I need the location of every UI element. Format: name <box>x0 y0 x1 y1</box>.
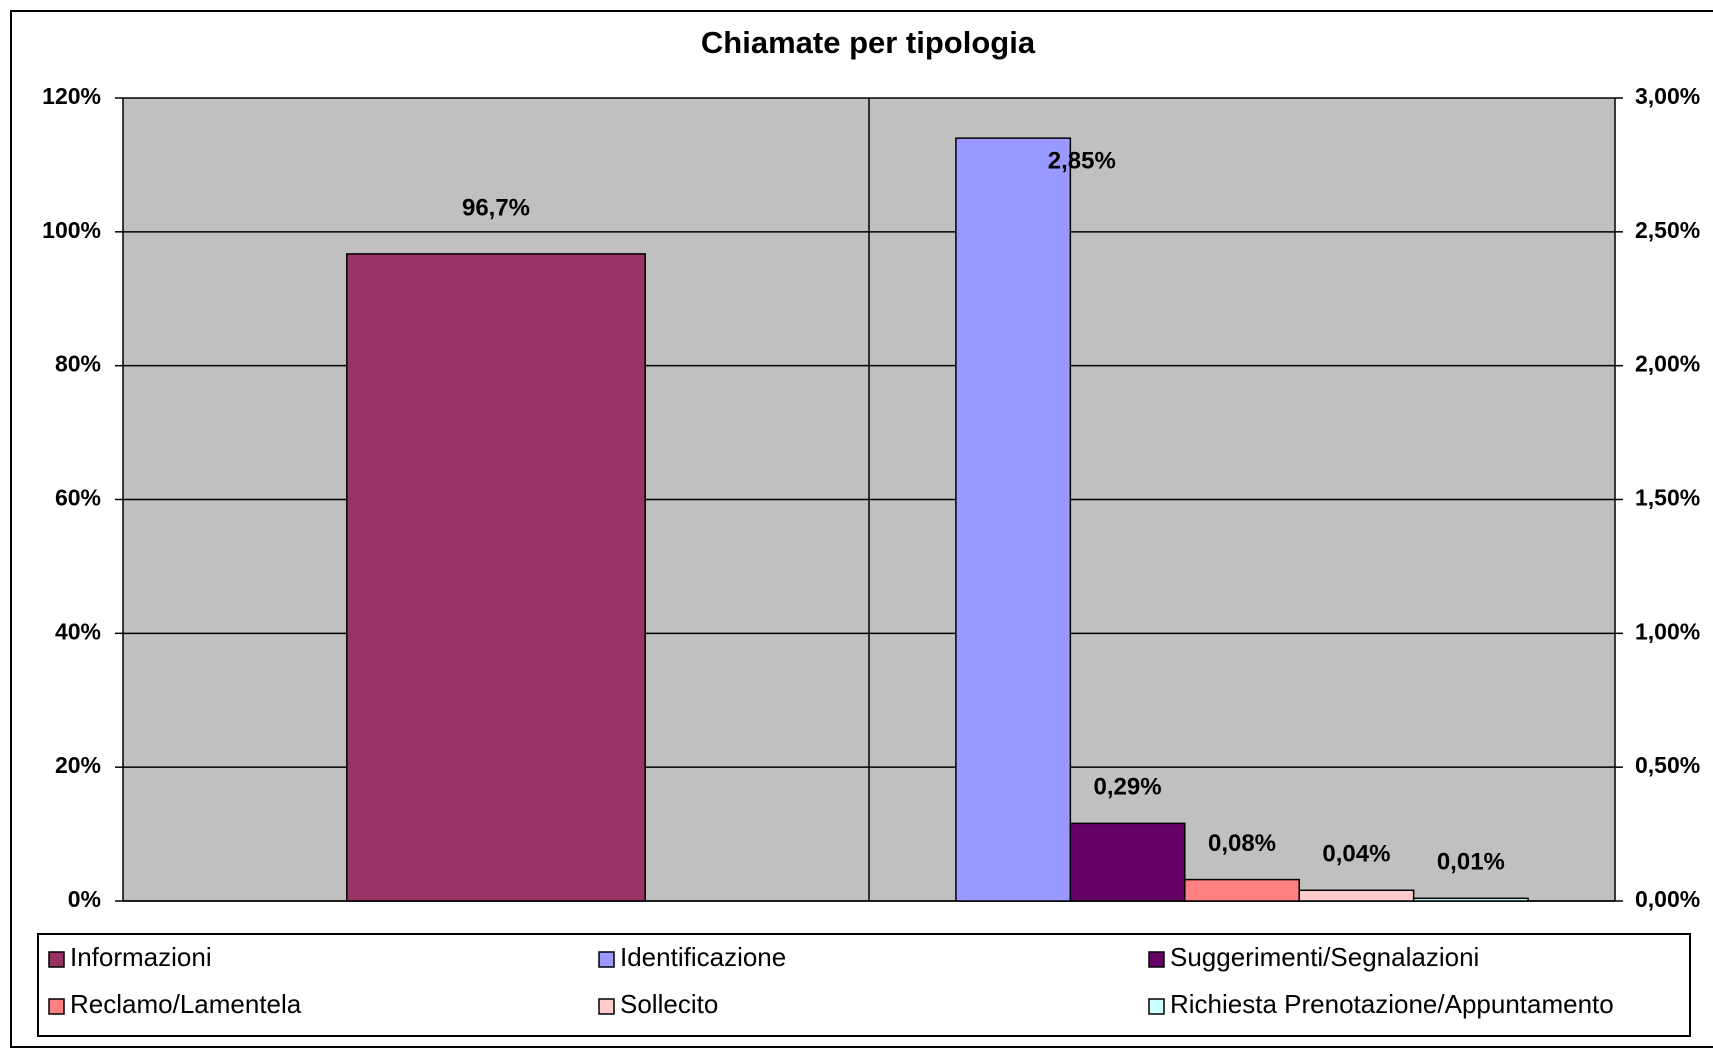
bar <box>1412 897 1529 902</box>
legend-label: Informazioni <box>70 942 212 972</box>
data-label: 0,08% <box>1208 830 1276 857</box>
y2-tick-label: 3,00% <box>1635 83 1700 109</box>
legend-swatch <box>1148 998 1165 1015</box>
y-tick-label: 100% <box>42 217 101 243</box>
chart-title: Chiamate per tipologia <box>701 25 1036 60</box>
legend-label: Identificazione <box>620 942 786 972</box>
y2-tick-label: 2,50% <box>1635 217 1700 243</box>
legend-label: Reclamo/Lamentela <box>70 989 302 1019</box>
y2-tick-label: 1,50% <box>1635 485 1700 511</box>
y2-tick-label: 1,00% <box>1635 618 1700 644</box>
bar <box>1069 822 1186 902</box>
legend-swatch <box>598 951 615 968</box>
y-tick-label: 60% <box>55 485 101 511</box>
legend-label: Richiesta Prenotazione/Appuntamento <box>1170 989 1614 1019</box>
bar <box>1298 889 1415 902</box>
data-label: 0,04% <box>1322 841 1390 868</box>
legend-swatch <box>1148 951 1165 968</box>
y-tick-label: 0% <box>68 886 101 912</box>
bar <box>1184 878 1300 902</box>
data-label: 0,01% <box>1437 849 1505 876</box>
legend-swatch <box>598 998 615 1015</box>
legend-label: Suggerimenti/Segnalazioni <box>1170 942 1479 972</box>
y2-tick-label: 0,50% <box>1635 752 1700 778</box>
y-tick-label: 120% <box>42 83 101 109</box>
y-tick-label: 80% <box>55 351 101 377</box>
data-label: 96,7% <box>462 194 530 221</box>
legend-label: Sollecito <box>620 989 718 1019</box>
legend-swatch <box>48 951 65 968</box>
bar <box>346 253 646 902</box>
legend-swatch <box>48 998 65 1015</box>
data-label: 2,85% <box>1048 147 1116 174</box>
legend-box <box>37 933 1691 1037</box>
data-label: 0,29% <box>1094 774 1162 801</box>
y2-tick-label: 0,00% <box>1635 886 1700 912</box>
y-tick-label: 20% <box>55 752 101 778</box>
bar <box>955 137 1072 902</box>
y2-tick-label: 2,00% <box>1635 351 1700 377</box>
y-tick-label: 40% <box>55 618 101 644</box>
